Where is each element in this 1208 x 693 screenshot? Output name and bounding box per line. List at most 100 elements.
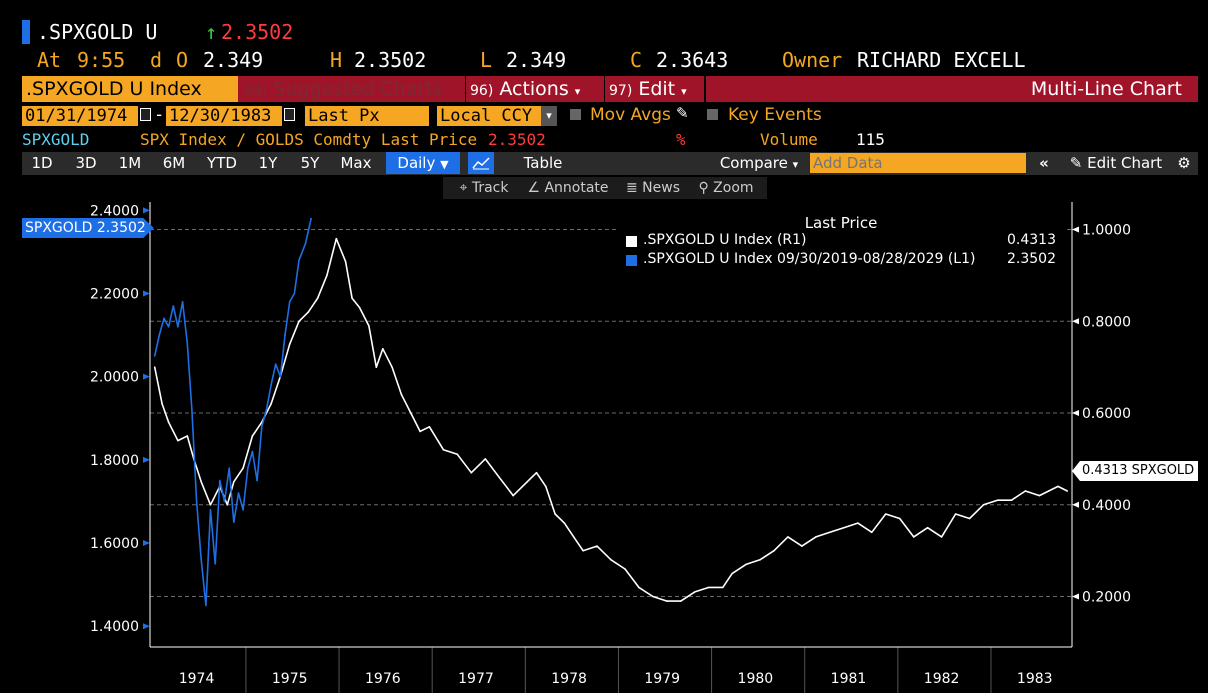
period-ytd[interactable]: YTD [207, 154, 237, 172]
collapse-icon[interactable]: « [1039, 154, 1049, 172]
data-point [382, 348, 384, 350]
d-label: d [150, 48, 163, 72]
index-tab[interactable]: .SPXGOLD U Index [22, 76, 238, 102]
data-point [274, 363, 277, 366]
data-point [554, 513, 556, 515]
annotate-button[interactable]: ∠ Annotate [523, 177, 613, 199]
close-label: C [630, 48, 643, 72]
news-button[interactable]: ≣ News [621, 177, 685, 199]
data-point [270, 384, 272, 386]
key-events-checkbox[interactable] [707, 109, 718, 120]
data-point [335, 237, 338, 240]
table-button[interactable]: Table [523, 154, 563, 172]
currency-selector[interactable]: Local CCY [437, 106, 541, 126]
data-point [153, 366, 156, 369]
data-point [694, 591, 696, 593]
data-point [326, 274, 328, 277]
legend-title: Last Price [804, 214, 878, 232]
data-point [801, 545, 803, 547]
start-calendar-icon[interactable] [140, 108, 151, 121]
data-point [233, 481, 235, 483]
field-selector[interactable]: Last Px [305, 106, 429, 126]
pencil-icon[interactable]: ✎ [676, 104, 689, 122]
x-tick-label: 1979 [644, 671, 680, 687]
data-point [1010, 499, 1013, 502]
edit-chart-button[interactable]: ✎ Edit Chart [1060, 152, 1172, 174]
mov-avgs-checkbox[interactable] [570, 109, 581, 120]
zoom-button[interactable]: ⚲ Zoom [693, 177, 759, 199]
data-point [563, 522, 566, 524]
edit-num: 97) [609, 83, 633, 99]
data-point [261, 421, 263, 424]
data-point [456, 453, 459, 456]
x-tick-label: 1980 [738, 671, 774, 687]
add-data-input[interactable] [810, 153, 1026, 173]
right-axis-tag: 0.4313 SPXGOLD [1072, 461, 1199, 481]
period-3d[interactable]: 3D [75, 154, 97, 172]
data-point [731, 572, 733, 575]
toolbar-divider [704, 76, 706, 102]
currency-dropdown-icon[interactable]: ▾ [541, 106, 557, 126]
series-line-l1 [153, 218, 312, 607]
left-tick-mark [143, 290, 150, 297]
gear-icon[interactable]: ⚙ [1177, 154, 1191, 172]
period-1y[interactable]: 1Y [258, 154, 278, 172]
left-tick-label: 2.2000 [90, 286, 139, 302]
last-price: 2.3502 [221, 20, 294, 44]
data-point [759, 559, 761, 561]
data-point [161, 403, 163, 405]
period-1d[interactable]: 1D [31, 154, 53, 172]
actions-button[interactable]: 96) Actions ▾ [465, 76, 599, 102]
actions-label: Actions [499, 78, 569, 100]
suggested-num: 94) [244, 83, 268, 99]
right-tick-label: 0.4000 [1082, 498, 1131, 514]
data-point [708, 586, 710, 589]
data-point [1066, 490, 1069, 492]
data-point [163, 317, 165, 320]
news-icon: ≣ [625, 180, 638, 196]
data-point [172, 305, 175, 307]
suggested-charts-button[interactable]: 94) Suggested Charts [244, 76, 460, 102]
end-calendar-icon[interactable] [284, 108, 295, 121]
data-point [884, 513, 887, 515]
end-date-field[interactable]: 12/30/1983 [166, 106, 282, 126]
data-point [1024, 490, 1027, 492]
data-point [982, 504, 985, 506]
period-5y[interactable]: 5Y [300, 154, 320, 172]
actions-num: 96) [470, 83, 494, 99]
data-point [233, 521, 235, 523]
series-line-r1 [153, 237, 1068, 602]
legend-swatch-white [626, 236, 637, 247]
line-chart-icon[interactable] [468, 152, 494, 174]
data-point [638, 586, 640, 589]
data-point [298, 320, 300, 323]
data-point [193, 458, 195, 460]
info-value: 2.3502 [488, 130, 546, 149]
chart-tools-bar: ⌖ Track ∠ Annotate ≣ News ⚲ Zoom [443, 177, 767, 199]
period-6m[interactable]: 6M [162, 154, 186, 172]
data-point [926, 526, 929, 529]
data-point [270, 403, 272, 405]
frequency-selector[interactable]: Daily ▼ [386, 152, 460, 174]
period-max[interactable]: Max [340, 154, 372, 172]
data-point [351, 297, 353, 300]
start-date-field[interactable]: 01/31/1974 [22, 106, 138, 126]
frequency-label: Daily [397, 154, 436, 172]
data-point [153, 355, 156, 357]
data-point [787, 536, 789, 538]
data-point [261, 425, 263, 428]
data-point [186, 435, 189, 437]
edit-button[interactable]: 97) Edit ▾ [604, 76, 704, 102]
magnifier-icon: ⚲ [698, 180, 709, 196]
compare-dropdown-icon: ▾ [792, 158, 799, 171]
data-point [205, 604, 207, 607]
data-point [596, 545, 598, 547]
track-button[interactable]: ⌖ Track [449, 177, 519, 199]
period-1m[interactable]: 1M [118, 154, 142, 172]
compare-button[interactable]: Compare ▾ [712, 152, 806, 174]
data-point [368, 325, 370, 327]
data-point [279, 375, 282, 378]
x-tick-label: 1975 [272, 671, 308, 687]
edit-dropdown-icon: ▾ [681, 85, 687, 98]
owner-value: RICHARD EXCELL [857, 48, 1026, 72]
